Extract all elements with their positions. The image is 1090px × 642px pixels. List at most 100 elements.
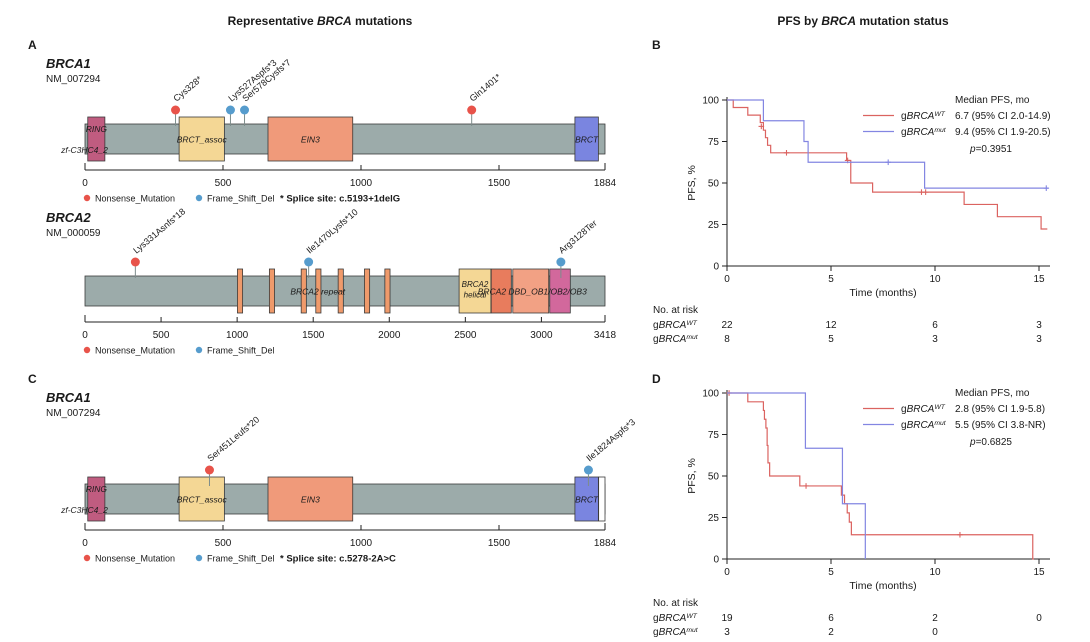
svg-text:3418: 3418 xyxy=(594,330,617,341)
svg-text:3000: 3000 xyxy=(530,330,553,341)
risk-count: 6 xyxy=(932,320,938,331)
svg-text:gBRCAWT: gBRCAWT xyxy=(653,613,698,624)
brca1-lollipop-chart-panel-c: RING zf-C3HC4_2 BRCT_assoc EIN3 BRCT Ser451Le… xyxy=(60,414,637,565)
svg-text:15: 15 xyxy=(1033,274,1045,285)
km-legend: Median PFS, mo gBRCAWT 2.8 (95% CI 1.9-5.8… xyxy=(863,388,1046,448)
number-at-risk-table: No. at risk gBRCAWT 19 6 2 0 gBRCAmut 3 2 0 xyxy=(653,598,1042,638)
right-column-title: PFS by BRCA mutation status xyxy=(648,14,1078,28)
km-curves xyxy=(726,390,1034,560)
gene-transcript: NM_000059 xyxy=(46,228,101,239)
gene-transcript: NM_007294 xyxy=(46,408,101,419)
risk-count: 3 xyxy=(1036,334,1042,345)
risk-count: 5 xyxy=(828,334,834,345)
svg-text:1500: 1500 xyxy=(488,538,511,549)
svg-text:1884: 1884 xyxy=(594,538,617,549)
svg-text:0: 0 xyxy=(713,262,719,273)
mutation-label: Lys331Asnfs*18 xyxy=(131,206,187,255)
right-title-suffix: mutation status xyxy=(856,14,949,28)
panel-label-a: A xyxy=(28,38,37,52)
svg-text:gBRCAWT: gBRCAWT xyxy=(653,320,698,331)
domain-box-BRCA2_repeat_7 xyxy=(384,268,391,314)
amino-acid-axis: 0 500 1000 1500 2000 2500 3000 3418 xyxy=(82,315,617,341)
risk-count: 19 xyxy=(721,613,733,624)
svg-text:1000: 1000 xyxy=(226,330,249,341)
svg-text:500: 500 xyxy=(215,178,232,189)
svg-text:10: 10 xyxy=(929,274,941,285)
mutation-dot xyxy=(204,465,214,475)
gene-name: BRCA2 xyxy=(46,210,91,225)
km-axes: 0 25 50 75 100 0 5 10 15 PFS, % Time (months) xyxy=(686,389,1050,592)
risk-table-title: No. at risk xyxy=(653,305,699,316)
domain-box-BRCA2_repeat_4 xyxy=(315,268,322,314)
svg-text:1500: 1500 xyxy=(488,178,511,189)
svg-text:50: 50 xyxy=(708,472,720,483)
svg-text:10: 10 xyxy=(929,567,941,578)
svg-text:Frame_Shift_Del: Frame_Shift_Del xyxy=(207,346,275,356)
number-at-risk-table: No. at risk gBRCAWT 22 12 6 3 gBRCAmut 8 5 3 3 xyxy=(653,305,1042,345)
svg-text:2500: 2500 xyxy=(454,330,477,341)
svg-text:EIN3: EIN3 xyxy=(301,135,320,145)
mutation-lollipops: Ser451Leufs*20 Ile1824Aspfs*3 xyxy=(204,414,637,486)
svg-text:0: 0 xyxy=(724,274,730,285)
svg-text:BRCA2 repeat: BRCA2 repeat xyxy=(290,287,345,297)
mutation-label: Ile1824Aspfs*3 xyxy=(584,417,637,464)
risk-count: 3 xyxy=(932,334,938,345)
domain-box-BRCA2_repeat_6 xyxy=(364,268,371,314)
mutation-dot xyxy=(240,105,250,115)
svg-text:25: 25 xyxy=(708,513,720,524)
svg-text:* Splice site: c.5278-2A>C: * Splice site: c.5278-2A>C xyxy=(280,554,396,565)
svg-text:1000: 1000 xyxy=(350,178,373,189)
left-title-gene: BRCA xyxy=(317,14,352,28)
svg-text:500: 500 xyxy=(215,538,232,549)
svg-text:0: 0 xyxy=(82,538,88,549)
brca2-lollipop-chart-panel-a: BRCA2 helical BRCA2 repeat BRCA2 DBD_OB1/OB… xyxy=(82,206,617,356)
gene-header-brca1-panel-a: BRCA1 NM_007294 xyxy=(46,56,100,86)
risk-count: 8 xyxy=(724,334,730,345)
svg-text:RING: RING xyxy=(86,124,108,134)
p-value: p=0.3951 xyxy=(969,144,1012,155)
risk-count: 3 xyxy=(1036,320,1042,331)
domain-box-BRCA2_DBD_OB1 xyxy=(490,268,512,314)
svg-text:Frame_Shift_Del: Frame_Shift_Del xyxy=(207,554,275,564)
svg-text:1884: 1884 xyxy=(594,178,617,189)
domain-box-RING xyxy=(87,476,106,522)
svg-text:500: 500 xyxy=(153,330,170,341)
y-axis-label: PFS, % xyxy=(686,458,698,494)
panel-label-b: B xyxy=(652,38,661,52)
panel-label-c: C xyxy=(28,372,37,386)
mutation-label: Cys328* xyxy=(171,74,204,104)
brca1-lollipop-chart-panel-a: RING zf-C3HC4_2 BRCT_assoc EIN3 BRCT Cys328* L… xyxy=(60,57,617,205)
x-axis-label: Time (months) xyxy=(849,287,916,299)
svg-text:Nonsense_Mutation: Nonsense_Mutation xyxy=(95,194,175,204)
svg-text:9.4 (95% CI 1.9-20.5): 9.4 (95% CI 1.9-20.5) xyxy=(955,127,1051,138)
amino-acid-axis: 0 500 1000 1500 1884 xyxy=(82,523,617,549)
svg-text:5.5 (95% CI 3.8-NR): 5.5 (95% CI 3.8-NR) xyxy=(955,420,1046,431)
svg-text:gBRCAmut: gBRCAmut xyxy=(901,127,947,138)
domain-box-BRCT_assoc xyxy=(178,476,225,522)
mutation-dot xyxy=(556,257,566,267)
svg-text:2000: 2000 xyxy=(378,330,401,341)
svg-text:2.8 (95% CI 1.9-5.8): 2.8 (95% CI 1.9-5.8) xyxy=(955,404,1045,415)
svg-text:Nonsense_Mutation: Nonsense_Mutation xyxy=(95,346,175,356)
svg-text:zf-C3HC4_2: zf-C3HC4_2 xyxy=(60,145,108,155)
mutation-dot xyxy=(225,105,235,115)
domain-box-BRCA2_DBD_OB3 xyxy=(549,268,571,314)
mutation-label: Gln1401* xyxy=(468,71,504,103)
svg-text:100: 100 xyxy=(702,96,719,107)
svg-text:100: 100 xyxy=(702,389,719,400)
lollipop-legend: Nonsense_Mutation Frame_Shift_Del * Splice… xyxy=(83,194,400,205)
svg-text:Frame_Shift_Del: Frame_Shift_Del xyxy=(207,194,275,204)
svg-text:25: 25 xyxy=(708,220,720,231)
left-title-suffix: mutations xyxy=(351,14,413,28)
km-pfs-chart-panel-d: 0 25 50 75 100 0 5 10 15 PFS, % Time (months) Media… xyxy=(653,388,1050,638)
risk-count: 22 xyxy=(721,320,733,331)
mutation-dot xyxy=(171,105,181,115)
mutation-lollipops: Lys331Asnfs*18 Ile1470Lysfs*10 Arg3128Ter xyxy=(130,206,599,278)
mutation-dot xyxy=(467,105,477,115)
risk-count: 0 xyxy=(932,627,938,638)
domain-box-RING xyxy=(87,116,106,162)
protein-domains: BRCA2 helical BRCA2 repeat BRCA2 DBD_OB1/OB… xyxy=(237,268,587,314)
legend-header: Median PFS, mo xyxy=(955,388,1030,399)
p-value: p=0.6825 xyxy=(969,437,1012,448)
